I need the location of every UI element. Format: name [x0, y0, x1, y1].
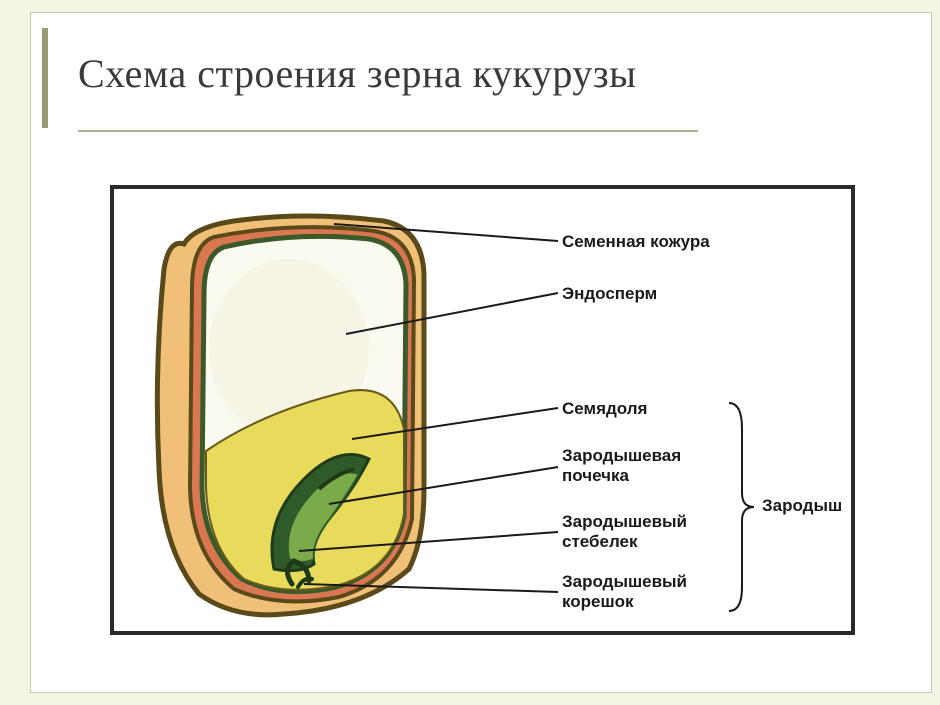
label-endosperm: Эндосперм: [562, 284, 657, 303]
page-title: Схема строения зерна кукурузы: [78, 50, 637, 97]
diagram-frame: Семенная кожура Эндосперм Семядоля Зарод…: [110, 185, 855, 635]
label-cotyledon: Семядоля: [562, 399, 647, 418]
label-plumule-l1: Зародышевая: [562, 446, 681, 465]
group-brace: [729, 403, 754, 611]
label-seed-coat: Семенная кожура: [562, 232, 710, 251]
labels: Семенная кожура Эндосперм Семядоля Зарод…: [562, 232, 710, 611]
diagram-svg: Семенная кожура Эндосперм Семядоля Зарод…: [114, 189, 851, 631]
label-radicle-l2: корешок: [562, 592, 634, 611]
title-accent-bar: [42, 28, 48, 128]
corn-seed: [157, 216, 424, 615]
label-plumule-l2: почечка: [562, 466, 630, 485]
label-stemlet-l1: Зародышевый: [562, 512, 687, 531]
label-embryo-group: Зародыш: [762, 496, 842, 515]
label-radicle-l1: Зародышевый: [562, 572, 687, 591]
title-underline: [78, 130, 698, 132]
label-stemlet-l2: стебелек: [562, 532, 638, 551]
